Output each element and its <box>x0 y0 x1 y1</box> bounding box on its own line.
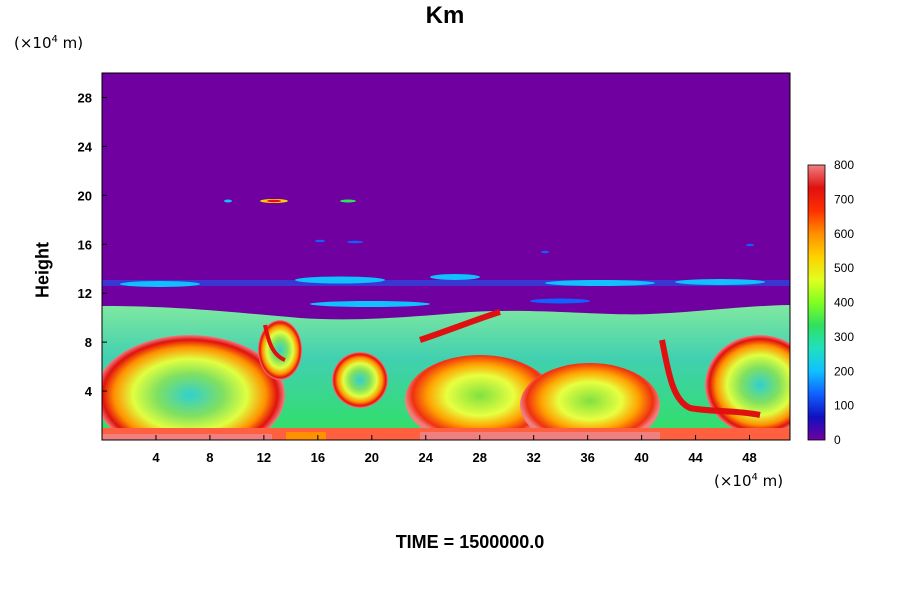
x-tick-label: 12 <box>257 450 271 465</box>
x-tick-label: 32 <box>526 450 540 465</box>
colorbar-tick-label: 500 <box>834 261 854 275</box>
x-ticks: 4 8 12 16 20 24 28 32 36 40 44 48 <box>152 435 757 465</box>
colorbar: 0 100 200 300 400 500 600 700 800 <box>807 158 854 447</box>
x-tick-label: 20 <box>365 450 379 465</box>
colorbar-tick-label: 200 <box>834 364 854 378</box>
y-tick-label: 16 <box>78 237 92 252</box>
vortex-right <box>705 335 790 435</box>
filament-2 <box>659 339 761 418</box>
colorbar-tick-label: 0 <box>834 433 841 447</box>
plot-frame <box>101 72 791 441</box>
x-tick-label: 24 <box>419 450 434 465</box>
colorbar-tick-label: 100 <box>834 399 854 413</box>
x-tick-label: 4 <box>152 450 160 465</box>
vortex-small <box>332 352 388 408</box>
vortex-left <box>102 335 285 440</box>
x-tick-label: 28 <box>472 450 486 465</box>
y-tick-label: 4 <box>85 384 93 399</box>
colorbar-tick-label: 400 <box>834 296 854 310</box>
vortex-center <box>405 355 555 440</box>
x-tick-label: 16 <box>311 450 325 465</box>
tropopause-patches <box>102 199 790 307</box>
x-tick-label: 8 <box>206 450 213 465</box>
y-tick-label: 20 <box>78 188 92 203</box>
x-tick-label: 40 <box>634 450 648 465</box>
colorbar-tick-label: 700 <box>834 192 854 206</box>
x-tick-label: 36 <box>580 450 594 465</box>
y-tick-label: 8 <box>85 335 92 350</box>
colorbar-tick-label: 600 <box>834 227 854 241</box>
y-tick-label: 28 <box>78 90 92 105</box>
colorbar-scale <box>807 164 826 441</box>
colorbar-tick-label: 300 <box>834 330 854 344</box>
colorbar-ticks: 0 100 200 300 400 500 600 700 800 <box>834 158 854 447</box>
x-unit-label: (×104 m) <box>714 472 784 490</box>
filament-1 <box>419 309 501 343</box>
chart-title: Km <box>425 2 465 29</box>
x-tick-label: 44 <box>688 450 703 465</box>
y-tick-label: 24 <box>78 139 93 154</box>
time-label: TIME = 1500000.0 <box>395 532 545 552</box>
colorbar-tick-label: 800 <box>834 158 854 172</box>
y-unit-label: (×104 m) <box>14 34 84 52</box>
y-ticks: 4 8 12 16 20 24 28 <box>78 90 107 399</box>
heatmap-field <box>102 73 790 440</box>
y-tick-label: 12 <box>78 286 92 301</box>
x-tick-label: 48 <box>742 450 756 465</box>
vortex-center-right <box>520 363 660 440</box>
